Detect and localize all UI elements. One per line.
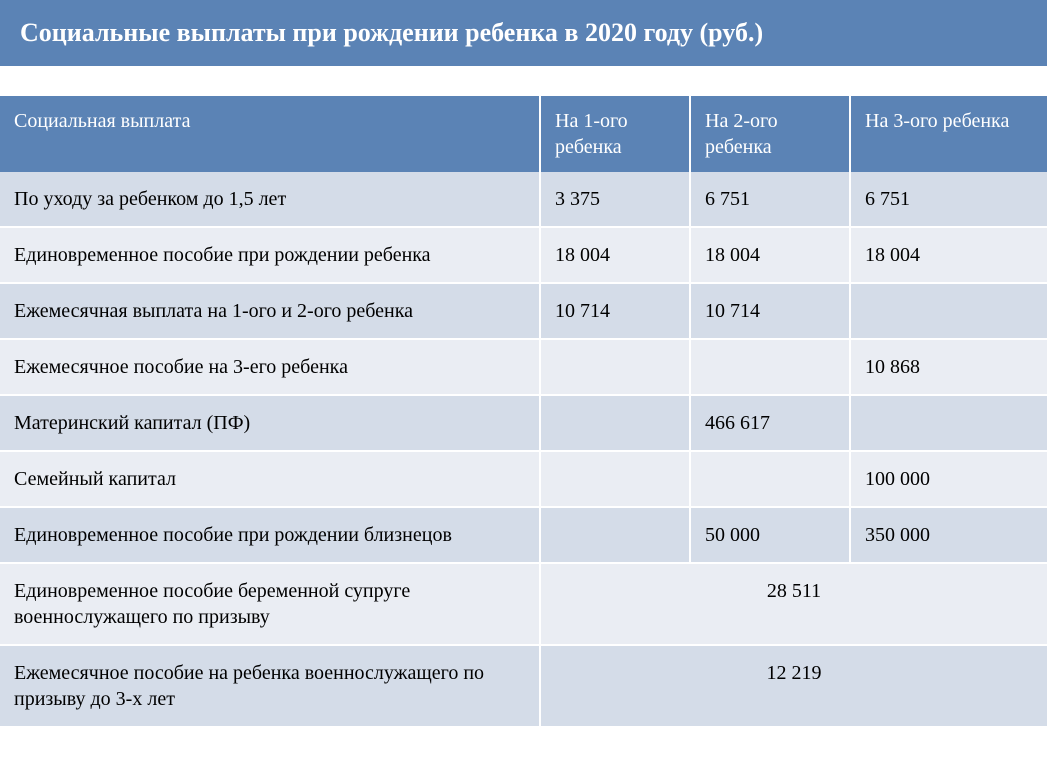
table-row: Ежемесячное пособие на 3-его ребенка 10 … bbox=[0, 339, 1047, 395]
col-header-child2: На 2-ого ребенка bbox=[690, 96, 850, 172]
cell-label: Ежемесячное пособие на 3-его ребенка bbox=[0, 339, 540, 395]
cell-value bbox=[690, 339, 850, 395]
table-row: Ежемесячная выплата на 1-ого и 2-ого реб… bbox=[0, 283, 1047, 339]
cell-value: 6 751 bbox=[690, 172, 850, 227]
cell-value: 6 751 bbox=[850, 172, 1047, 227]
cell-label: Ежемесячная выплата на 1-ого и 2-ого реб… bbox=[0, 283, 540, 339]
page-title: Социальные выплаты при рождении ребенка … bbox=[0, 0, 1047, 66]
cell-value: 100 000 bbox=[850, 451, 1047, 507]
col-header-payment: Социальная выплата bbox=[0, 96, 540, 172]
table-row: Материнский капитал (ПФ) 466 617 bbox=[0, 395, 1047, 451]
cell-value bbox=[540, 395, 690, 451]
cell-label: Материнский капитал (ПФ) bbox=[0, 395, 540, 451]
cell-label: Единовременное пособие при рождении ребе… bbox=[0, 227, 540, 283]
cell-value: 10 868 bbox=[850, 339, 1047, 395]
cell-merged-value: 12 219 bbox=[540, 645, 1047, 727]
cell-value: 18 004 bbox=[690, 227, 850, 283]
cell-label: Единовременное пособие беременной супруг… bbox=[0, 563, 540, 645]
cell-value bbox=[850, 283, 1047, 339]
table-row: По уходу за ребенком до 1,5 лет 3 375 6 … bbox=[0, 172, 1047, 227]
cell-label: Семейный капитал bbox=[0, 451, 540, 507]
table-row: Единовременное пособие беременной супруг… bbox=[0, 563, 1047, 645]
table-row: Единовременное пособие при рождении ребе… bbox=[0, 227, 1047, 283]
payments-table: Социальная выплата На 1-ого ребенка На 2… bbox=[0, 96, 1047, 728]
spacer bbox=[0, 66, 1047, 96]
cell-value: 10 714 bbox=[690, 283, 850, 339]
cell-value bbox=[690, 451, 850, 507]
cell-value bbox=[540, 339, 690, 395]
cell-value bbox=[850, 395, 1047, 451]
cell-value: 10 714 bbox=[540, 283, 690, 339]
cell-value: 466 617 bbox=[690, 395, 850, 451]
cell-value: 18 004 bbox=[540, 227, 690, 283]
table-row: Единовременное пособие при рождении близ… bbox=[0, 507, 1047, 563]
cell-value: 3 375 bbox=[540, 172, 690, 227]
table-row: Семейный капитал 100 000 bbox=[0, 451, 1047, 507]
cell-label: По уходу за ребенком до 1,5 лет bbox=[0, 172, 540, 227]
cell-value bbox=[540, 451, 690, 507]
table-header-row: Социальная выплата На 1-ого ребенка На 2… bbox=[0, 96, 1047, 172]
cell-value bbox=[540, 507, 690, 563]
cell-value: 18 004 bbox=[850, 227, 1047, 283]
table-row: Ежемесячное пособие на ребенка военнослу… bbox=[0, 645, 1047, 727]
cell-value: 350 000 bbox=[850, 507, 1047, 563]
cell-merged-value: 28 511 bbox=[540, 563, 1047, 645]
col-header-child3: На 3-ого ребенка bbox=[850, 96, 1047, 172]
col-header-child1: На 1-ого ребенка bbox=[540, 96, 690, 172]
cell-label: Единовременное пособие при рождении близ… bbox=[0, 507, 540, 563]
cell-value: 50 000 bbox=[690, 507, 850, 563]
cell-label: Ежемесячное пособие на ребенка военнослу… bbox=[0, 645, 540, 727]
